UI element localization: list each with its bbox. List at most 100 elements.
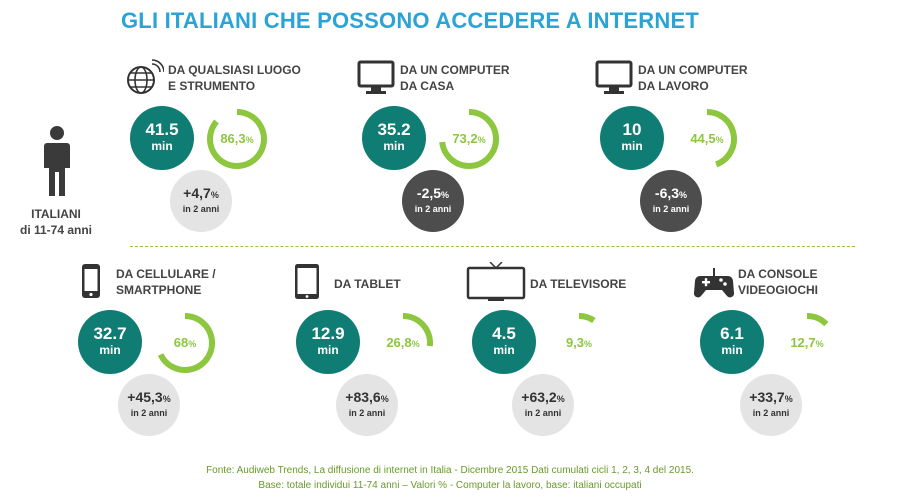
variation-bubble: +33,7% in 2 anni [740, 374, 802, 436]
population-line1: ITALIANI [31, 207, 81, 221]
access-label: DA TELEVISORE [530, 276, 626, 292]
variation-note: in 2 anni [752, 408, 790, 418]
access-card-cellulare: DA CELLULARE / SMARTPHONE 32.7 min 68% +45,3%… [72, 262, 272, 462]
minutes-bubble: 12.9 min [296, 310, 360, 374]
variation-bubble: -6,3% in 2 anni [640, 170, 702, 232]
footer-base: Base: totale individui 11-74 anni – Valo… [258, 480, 642, 491]
percent-label: 9,3% [565, 335, 593, 350]
access-label-line1: DA CELLULARE / [116, 267, 216, 281]
access-label-line2: VIDEOGIOCHI [738, 283, 819, 297]
percent-arc [806, 313, 829, 327]
minutes-unit: min [721, 343, 743, 357]
percent-value: 86,3 [220, 131, 246, 146]
variation-note: in 2 anni [182, 204, 220, 214]
percent-label: 26,8% [386, 335, 420, 350]
minutes-bubble: 4.5 min [472, 310, 536, 374]
minutes-value: 4.5 [492, 324, 516, 343]
variation-bubble: +83,6% in 2 anni [336, 374, 398, 436]
percent-ring [402, 313, 433, 347]
percent-value: 73,2 [452, 131, 478, 146]
access-label: DA UN COMPUTER DA LAVORO [638, 62, 748, 94]
percent-label: 44,5% [690, 131, 724, 146]
television-icon [466, 261, 526, 307]
access-label-line2: DA LAVORO [638, 79, 709, 93]
monitor-icon [594, 58, 634, 103]
access-label-line2: SMARTPHONE [116, 283, 202, 297]
monitor-icon [356, 58, 396, 103]
minutes-bubble: 41.5 min [130, 106, 194, 170]
minutes-unit: min [383, 139, 405, 153]
variation-bubble: +63,2% in 2 anni [512, 374, 574, 436]
access-label-line1: DA UN COMPUTER [638, 63, 748, 77]
access-card-qualsiasi: DA QUALSIASI LUOGO E STRUMENTO 41.5 min 86,3… [124, 58, 324, 258]
access-label: DA QUALSIASI LUOGO E STRUMENTO [168, 62, 301, 94]
access-card-casa: DA UN COMPUTER DA CASA 35.2 min 73,2% -2,5% in… [356, 58, 556, 258]
variation-value: +45,3 [127, 389, 163, 405]
minutes-bubble: 10 min [600, 106, 664, 170]
percent-label: 12,7% [790, 335, 824, 350]
access-label: DA CONSOLE VIDEOGIOCHI [738, 266, 818, 298]
minutes-value: 35.2 [377, 120, 411, 139]
percent-arc [157, 313, 215, 373]
minutes-value: 6.1 [720, 324, 744, 343]
access-card-console: DA CONSOLE VIDEOGIOCHI 6.1 min 12,7% +33,7% in… [693, 262, 894, 462]
access-card-tv: DA TELEVISORE 4.5 min 9,3% +63,2% in 2 anni [466, 261, 666, 462]
minutes-unit: min [493, 343, 515, 357]
percent-arc [402, 313, 433, 347]
gamepad-icon [693, 262, 735, 307]
variation-value: -2,5 [416, 185, 442, 201]
minutes-unit: min [621, 139, 643, 153]
access-card-lavoro: DA UN COMPUTER DA LAVORO 10 min 44,5% -6,3% in… [594, 58, 794, 258]
percent-ring [706, 109, 737, 168]
variation-note: in 2 anni [414, 204, 452, 214]
percent-label: 68% [173, 335, 197, 350]
access-label: DA TABLET [334, 276, 401, 292]
access-label-line1: DA UN COMPUTER [400, 63, 510, 77]
person-icon [44, 126, 70, 196]
minutes-bubble: 35.2 min [362, 106, 426, 170]
population-line2: di 11-74 anni [19, 223, 93, 237]
tablet-icon [290, 262, 330, 307]
minutes-unit: min [99, 343, 121, 357]
globe-wifi-icon [124, 58, 165, 103]
footer-source: Fonte: Audiweb Trends, La diffusione di … [206, 465, 694, 476]
percent-value: 68 [173, 335, 189, 350]
percent-arc [439, 109, 499, 169]
variation-value: +83,6 [345, 389, 381, 405]
minutes-bubble: 6.1 min [700, 310, 764, 374]
variation-value: +33,7 [749, 389, 785, 405]
variation-note: in 2 anni [348, 408, 386, 418]
access-label: DA UN COMPUTER DA CASA [400, 62, 510, 94]
variation-bubble: +45,3% in 2 anni [118, 374, 180, 436]
percent-value: 44,5 [690, 131, 716, 146]
access-label-line2: DA CASA [400, 79, 455, 93]
access-label-line1: DA CONSOLE [738, 267, 818, 281]
variation-note: in 2 anni [652, 204, 690, 214]
variation-note: in 2 anni [524, 408, 562, 418]
variation-note: in 2 anni [130, 408, 168, 418]
minutes-value: 10 [622, 120, 642, 139]
smartphone-icon [72, 262, 112, 307]
minutes-unit: min [317, 343, 339, 357]
variation-bubble: +4,7% in 2 anni [170, 170, 232, 232]
percent-ring [806, 313, 829, 327]
minutes-unit: min [151, 139, 173, 153]
minutes-bubble: 32.7 min [78, 310, 142, 374]
page-title: GLI ITALIANI CHE POSSONO ACCEDERE A INTE… [121, 8, 699, 33]
percent-arc [207, 109, 267, 169]
percent-value: 26,8 [386, 335, 412, 350]
minutes-value: 12.9 [311, 324, 345, 343]
access-label-line2: E STRUMENTO [168, 79, 256, 93]
section-divider [130, 246, 855, 247]
variation-value: +63,2 [521, 389, 557, 405]
variation-value: -6,3 [654, 185, 680, 201]
access-label-line1: DA TELEVISORE [530, 277, 627, 291]
percent-arc [706, 109, 737, 168]
percent-ring [157, 313, 215, 373]
access-label-line1: DA QUALSIASI LUOGO [168, 63, 301, 77]
variation-value: +4,7 [183, 185, 211, 201]
minutes-value: 41.5 [145, 120, 179, 139]
access-card-tablet: DA TABLET 12.9 min 26,8% +83,6% in 2 anni [290, 262, 490, 462]
percent-ring [207, 109, 267, 169]
percent-arc [578, 313, 596, 324]
